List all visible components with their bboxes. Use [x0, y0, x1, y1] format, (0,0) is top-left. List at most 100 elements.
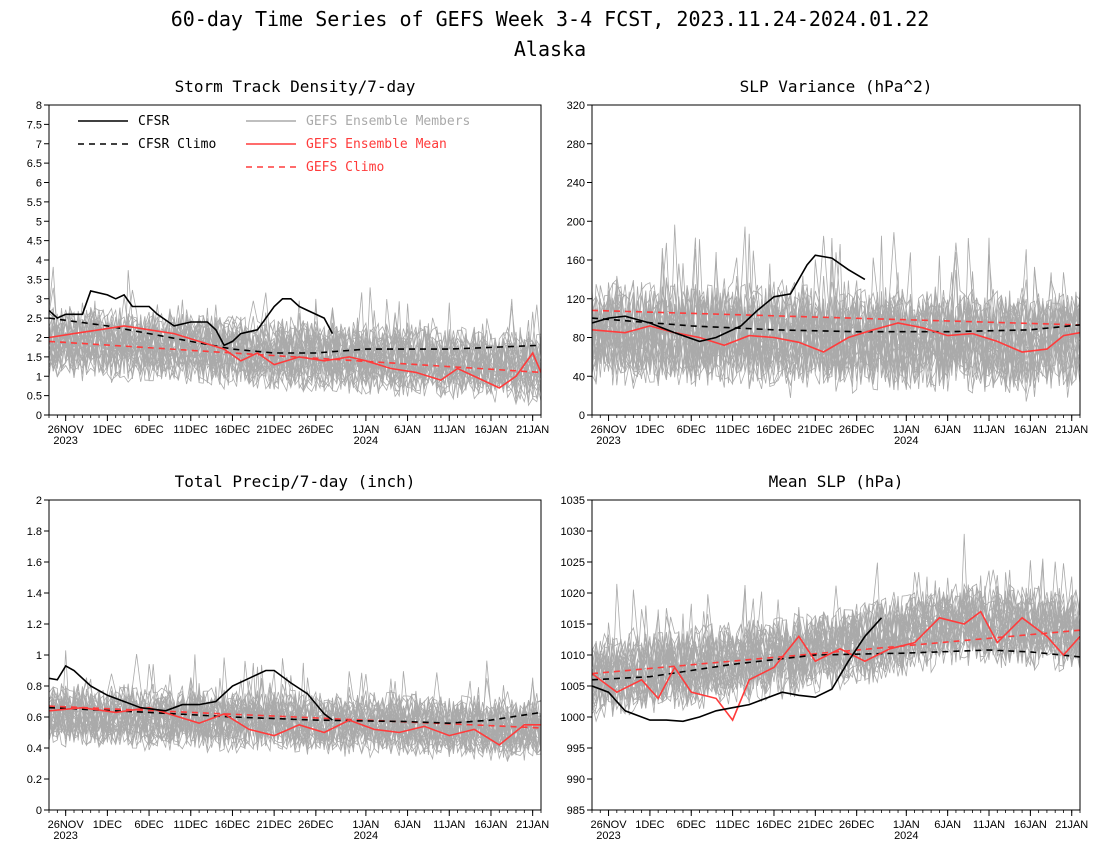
x-tick-label: 11DEC: [715, 819, 750, 831]
ensemble-member-line: [592, 572, 1080, 707]
x-tick-label: 16JAN: [1014, 424, 1047, 436]
x-tick-label: 26DEC: [839, 424, 875, 436]
y-tick-label: 2: [36, 495, 42, 507]
y-tick-label: 3.5: [27, 274, 42, 286]
y-tick-label: 4.5: [27, 236, 42, 248]
y-tick-label: 1: [36, 371, 42, 383]
chart-panel-4: Mean SLP (hPa) 985 990 995 1000 1005 1010 1015 1…: [561, 472, 1089, 842]
x-tick-label: 6DEC: [677, 424, 706, 436]
x-tick-label: 1JAN: [893, 424, 920, 436]
x-tick-label: 26NOV: [591, 819, 628, 831]
y-tick-label: 240: [567, 178, 585, 190]
y-tick-label: 985: [567, 805, 585, 817]
series-cfsr-climo: [49, 706, 541, 725]
ensemble-member-line: [49, 309, 541, 392]
y-tick-label: 80: [573, 333, 585, 345]
series-cfsr: [49, 664, 333, 721]
ensemble-member-line: [592, 226, 1080, 382]
ensemble-member-line: [592, 599, 1080, 712]
x-tick-label: 1DEC: [635, 424, 664, 436]
x-tick-label: 11DEC: [173, 424, 208, 436]
x-tick-year-label: 2023: [53, 830, 77, 842]
series-cfsr-climo: [49, 317, 541, 354]
ensemble-member-line: [49, 319, 541, 402]
y-tick-label: 7.5: [27, 119, 42, 131]
x-tick-label: 1DEC: [635, 819, 664, 831]
y-tick-label: 0.2: [27, 774, 42, 786]
series-cfsr-climo: [592, 317, 1080, 333]
ensemble-member-line: [49, 654, 541, 746]
y-tick-label: 1005: [561, 681, 585, 693]
y-tick-label: 5: [36, 216, 42, 228]
y-tick-label: 3: [36, 294, 42, 306]
ensemble-member-line: [592, 275, 1080, 377]
plot-frame: [48, 499, 542, 811]
y-tick-label: 990: [567, 774, 585, 786]
series-gefs-climo: [592, 629, 1080, 675]
y-tick-label: 8: [36, 100, 42, 112]
ensemble-member-line: [49, 320, 541, 395]
x-tick-year-label: 2024: [894, 830, 918, 842]
legend: CFSR CFSR Climo GEFS Ensemble Members GEFS …: [78, 114, 470, 175]
y-tick-label: 7: [36, 139, 42, 151]
x-tick-label: 11JAN: [973, 819, 1005, 831]
ensemble-member-line: [49, 312, 541, 406]
y-tick-label: 1015: [561, 619, 585, 631]
plot-area: [49, 266, 541, 407]
chart-panel-1: Storm Track Density/7-day 0 0.5 1 1.5 2 2.5 3 3.…: [27, 77, 550, 447]
y-tick-label: 1030: [561, 526, 585, 538]
y-tick-label: 0.4: [27, 743, 42, 755]
x-tick-year-label: 2023: [596, 435, 620, 447]
y-tick-label: 1035: [561, 495, 585, 507]
x-tick-label: 11JAN: [433, 819, 465, 831]
x-tick-label: 21DEC: [256, 819, 292, 831]
y-tick-label: 1.6: [27, 557, 42, 569]
legend-label-cfsr-climo: CFSR Climo: [138, 137, 216, 152]
x-tick-label: 26DEC: [839, 819, 875, 831]
series-cfsr: [49, 290, 334, 347]
x-tick-label: 21JAN: [516, 819, 549, 831]
y-tick-label: 6.5: [27, 158, 42, 170]
x-tick-label: 21JAN: [1055, 424, 1088, 436]
panels-container: Storm Track Density/7-day 0 0.5 1 1.5 2 2.5 3 3.…: [27, 77, 1089, 842]
chart-panel-3: Total Precip/7-day (inch)00.20.40.60.811…: [27, 472, 550, 842]
series-gefs-ensemble-mean: [49, 325, 541, 389]
ensemble-member-line: [49, 681, 541, 757]
x-tick-label: 6DEC: [134, 819, 163, 831]
legend-label-gefs-climo: GEFS Climo: [306, 160, 384, 175]
y-tick-label: 6: [36, 178, 42, 190]
y-tick-label: 0: [579, 410, 585, 422]
y-tick-label: 2: [36, 333, 42, 345]
y-tick-label: 1: [36, 650, 42, 662]
y-tick-label: 160: [567, 255, 585, 267]
x-tick-label: 21DEC: [256, 424, 292, 436]
y-tick-label: 200: [567, 216, 585, 228]
panel-title: Storm Track Density/7-day: [175, 77, 416, 96]
panel-title: Total Precip/7-day (inch): [175, 472, 416, 491]
x-tick-label: 11DEC: [173, 819, 208, 831]
ensemble-member-line: [49, 287, 541, 387]
x-tick-label: 21DEC: [798, 424, 834, 436]
ensemble-member-line: [592, 533, 1080, 703]
x-tick-label: 21JAN: [516, 424, 549, 436]
y-tick-label: 0: [36, 805, 42, 817]
series-cfsr-climo: [592, 649, 1080, 681]
y-tick-label: 1.8: [27, 526, 42, 538]
x-tick-label: 6JAN: [394, 819, 421, 831]
y-tick-label: 995: [567, 743, 585, 755]
y-tick-label: 1000: [561, 712, 585, 724]
y-tick-label: 4: [36, 255, 42, 267]
legend-label-members: GEFS Ensemble Members: [306, 114, 470, 129]
x-tick-label: 6DEC: [134, 424, 163, 436]
series-gefs-climo: [592, 309, 1080, 326]
panel-title: SLP Variance (hPa^2): [740, 77, 933, 96]
x-tick-label: 16JAN: [474, 819, 507, 831]
legend-label-cfsr: CFSR: [138, 114, 169, 129]
x-tick-label: 6DEC: [677, 819, 706, 831]
ensemble-member-line: [592, 247, 1080, 383]
figure-subtitle: Alaska: [514, 37, 586, 61]
x-tick-label: 16DEC: [215, 424, 251, 436]
x-tick-label: 11JAN: [433, 424, 465, 436]
legend-label-mean: GEFS Ensemble Mean: [306, 137, 447, 152]
